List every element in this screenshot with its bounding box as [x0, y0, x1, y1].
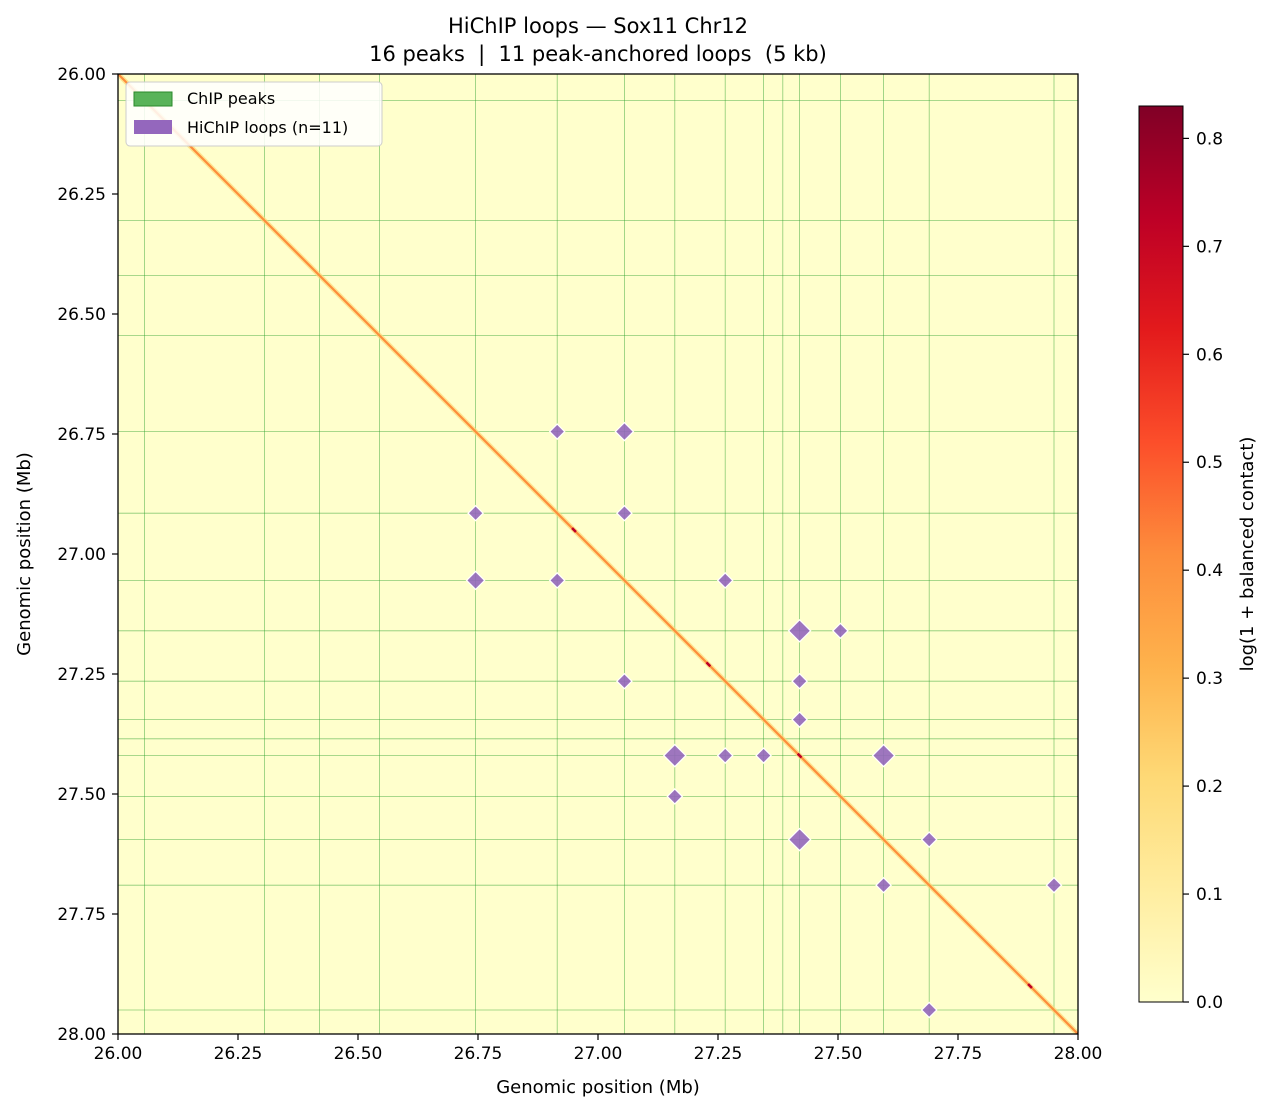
- x-tick-label: 28.00: [1054, 1044, 1103, 1064]
- loop-marker: [616, 504, 633, 522]
- loop-marker: [548, 423, 566, 440]
- colorbar-tick-label: 0.8: [1196, 129, 1223, 149]
- loop-marker: [467, 504, 484, 522]
- y-tick-label: 26.75: [57, 425, 106, 445]
- diagonal-hotspot: [571, 527, 577, 533]
- colorbar-tick-label: 0.2: [1196, 777, 1223, 797]
- legend: ChIP peaks HiChIP loops (n=11): [125, 81, 383, 147]
- loop-marker: [832, 622, 849, 640]
- diagonal-line: [118, 74, 1078, 1034]
- loop-marker: [791, 672, 808, 690]
- loop-marker: [465, 570, 486, 591]
- x-tick-label: 27.75: [934, 1044, 983, 1064]
- x-tick-label: 27.50: [814, 1044, 863, 1064]
- y-tick-label: 27.25: [57, 665, 106, 685]
- loop-marker: [755, 747, 772, 764]
- x-axis-label: Genomic position (Mb): [496, 1077, 700, 1098]
- colorbar-ticks: 0.0 0.1 0.2 0.3 0.4 0.5 0.6 0.7 0.8: [1183, 129, 1223, 1013]
- diagonal-hotspot: [705, 661, 712, 668]
- diagonal-hotspot: [796, 752, 803, 759]
- loop-marker: [548, 572, 566, 589]
- y-tick-label: 26.00: [57, 65, 106, 85]
- loop-marker: [616, 672, 633, 690]
- legend-box: [125, 81, 383, 147]
- loop-marker: [871, 743, 896, 768]
- chart-subtitle: 16 peaks | 11 peak-anchored loops (5 kb): [369, 42, 827, 67]
- loop-marker: [662, 743, 687, 768]
- colorbar-tick-label: 0.6: [1196, 345, 1223, 365]
- colorbar-label: log(1 + balanced contact): [1237, 437, 1258, 672]
- chart-title: HiChIP loops — Sox11 Chr12: [448, 14, 748, 38]
- colorbar-tick-label: 0.7: [1196, 237, 1223, 257]
- y-tick-label: 28.00: [57, 1025, 106, 1045]
- loop-marker: [920, 1001, 938, 1019]
- y-tick-label: 26.50: [57, 305, 106, 325]
- hichip-loop-markers: [465, 421, 1063, 1019]
- y-axis-ticks: 26.00 26.25 26.50 26.75 27.00 27.25 27.50 27.75…: [57, 65, 118, 1045]
- y-tick-label: 27.50: [57, 785, 106, 805]
- x-tick-label: 26.25: [214, 1044, 263, 1064]
- x-axis-ticks: 26.00 26.25 26.50 26.75 27.00 27.25 27.50 27.75…: [94, 1034, 1103, 1064]
- loop-marker: [1045, 876, 1063, 894]
- x-tick-label: 26.00: [94, 1044, 143, 1064]
- legend-peaks-label: ChIP peaks: [187, 89, 275, 108]
- loop-marker: [875, 876, 892, 894]
- contact-diagonal: [118, 74, 1078, 1034]
- y-tick-label: 27.00: [57, 545, 106, 565]
- colorbar-tick-label: 0.0: [1196, 993, 1223, 1013]
- colorbar-tick-label: 0.4: [1196, 561, 1223, 581]
- legend-peaks-swatch: [133, 91, 173, 107]
- x-tick-label: 27.25: [694, 1044, 743, 1064]
- x-tick-label: 26.75: [454, 1044, 503, 1064]
- chip-peak-lines: [118, 74, 1078, 1034]
- diagonal-hotspot: [1027, 983, 1033, 989]
- loop-marker: [716, 572, 734, 589]
- loop-marker: [920, 831, 938, 848]
- loop-marker: [787, 618, 812, 643]
- loop-marker: [787, 827, 812, 852]
- colorbar-tick-label: 0.3: [1196, 669, 1223, 689]
- y-tick-label: 27.75: [57, 905, 106, 925]
- colorbar: [1138, 105, 1184, 1003]
- legend-loops-label: HiChIP loops (n=11): [187, 118, 348, 137]
- y-axis-label: Genomic position (Mb): [14, 452, 35, 656]
- y-tick-label: 26.25: [57, 185, 106, 205]
- loop-marker: [666, 788, 684, 805]
- legend-loops-swatch: [134, 120, 172, 134]
- x-tick-label: 26.50: [334, 1044, 383, 1064]
- loop-marker: [614, 421, 635, 442]
- x-tick-label: 27.00: [574, 1044, 623, 1064]
- colorbar-tick-label: 0.5: [1196, 453, 1223, 473]
- loop-marker: [791, 711, 808, 728]
- colorbar-tick-label: 0.1: [1196, 885, 1223, 905]
- loop-marker: [716, 747, 734, 764]
